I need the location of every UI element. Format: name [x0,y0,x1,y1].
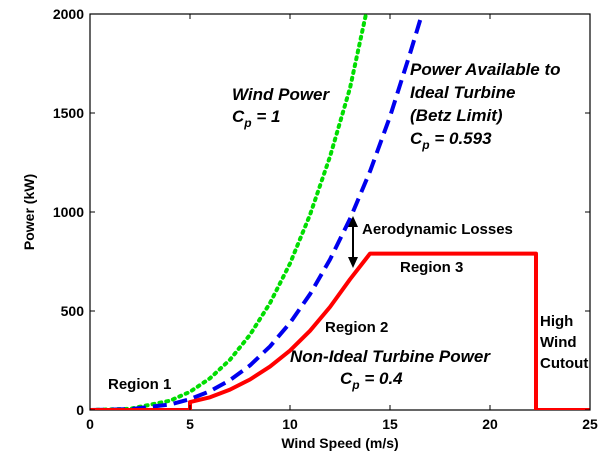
x-tick-label: 25 [582,416,598,432]
x-tick-label: 15 [382,416,398,432]
series-line-turbine-power [90,251,590,410]
y-tick-label: 500 [61,303,85,319]
betz-label-line3: (Betz Limit) [410,106,503,125]
y-axis-title: Power (kW) [21,174,37,250]
nonideal-cp-label: Cp = 0.4 [340,369,403,392]
wind-power-cp-label: Cp = 1 [232,107,280,130]
y-tick-label: 2000 [53,6,84,22]
betz-cp-sub: p [421,138,429,152]
high-wind-label-2: Wind [540,334,577,351]
nonideal-cp-c: C [340,369,353,388]
y-tick-label: 1500 [53,105,84,121]
plot-frame [89,13,591,411]
y-tick-label: 1000 [53,204,84,220]
betz-label-line2: Ideal Turbine [410,83,516,102]
betz-label-line1: Power Available to [410,60,561,79]
betz-cp-label: Cp = 0.593 [410,129,492,152]
region2-label: Region 2 [325,319,388,336]
wind-power-cp-sub: p [243,116,251,130]
x-tick-label: 10 [282,416,298,432]
nonideal-label: Non-Ideal Turbine Power [290,347,491,366]
series-layer [90,14,590,410]
tick-layer: 0 5 10 15 20 25 0 500 1000 1500 2000 [53,6,598,432]
aero-losses-arrow [348,216,358,268]
x-tick-label: 20 [482,416,498,432]
region3-label: Region 3 [400,259,463,276]
region1-label: Region 1 [108,376,171,393]
wind-power-label: Wind Power [232,85,331,104]
aero-losses-label: Aerodynamic Losses [362,221,513,238]
series-line-betz-limit [90,14,424,410]
wind-power-cp-val: = 1 [252,107,281,126]
x-tick-label: 0 [86,416,94,432]
high-wind-label-3: Cutout [540,355,588,372]
x-axis-title: Wind Speed (m/s) [281,435,398,451]
nonideal-cp-sub: p [351,378,359,392]
x-tick-label: 5 [186,416,194,432]
betz-cp-c: C [410,129,423,148]
series-line-wind-power [90,14,368,410]
nonideal-cp-val: = 0.4 [360,369,404,388]
wind-power-cp-c: C [232,107,245,126]
y-tick-label: 0 [76,402,84,418]
high-wind-label-1: High [540,313,573,330]
betz-cp-val: = 0.593 [430,129,492,148]
